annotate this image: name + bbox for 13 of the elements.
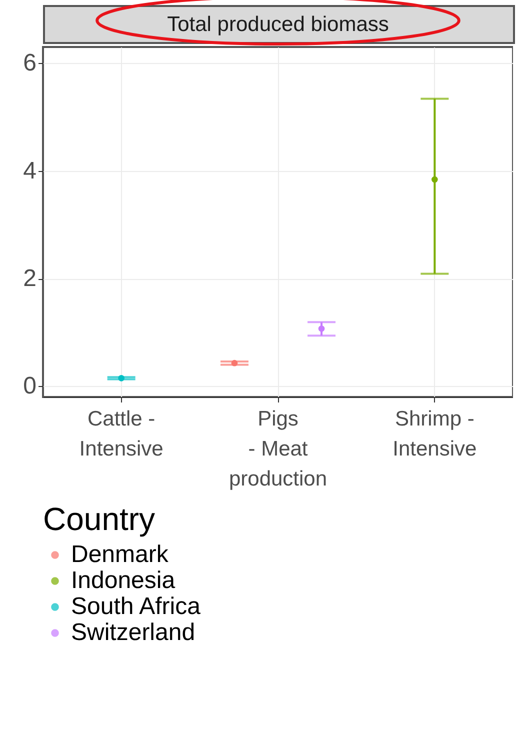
y-tick-label: 4 bbox=[23, 157, 36, 184]
legend-title: Country bbox=[43, 501, 156, 537]
chart-title: Total produced biomass bbox=[167, 13, 389, 36]
y-tick-label: 0 bbox=[23, 372, 36, 400]
x-tick-label: Shrimp - Intensive bbox=[392, 408, 477, 460]
y-tick-label: 2 bbox=[23, 265, 36, 292]
legend-label: Indonesia bbox=[71, 567, 176, 594]
x-tick-label: Cattle - Intensive bbox=[79, 408, 164, 460]
legend-label: Switzerland bbox=[71, 619, 196, 646]
legend-label: South Africa bbox=[71, 593, 202, 620]
y-tick-label: 6 bbox=[23, 50, 36, 77]
x-tick-label: Pigs - Meat production bbox=[228, 408, 328, 490]
legend-label: Denmark bbox=[71, 541, 170, 568]
